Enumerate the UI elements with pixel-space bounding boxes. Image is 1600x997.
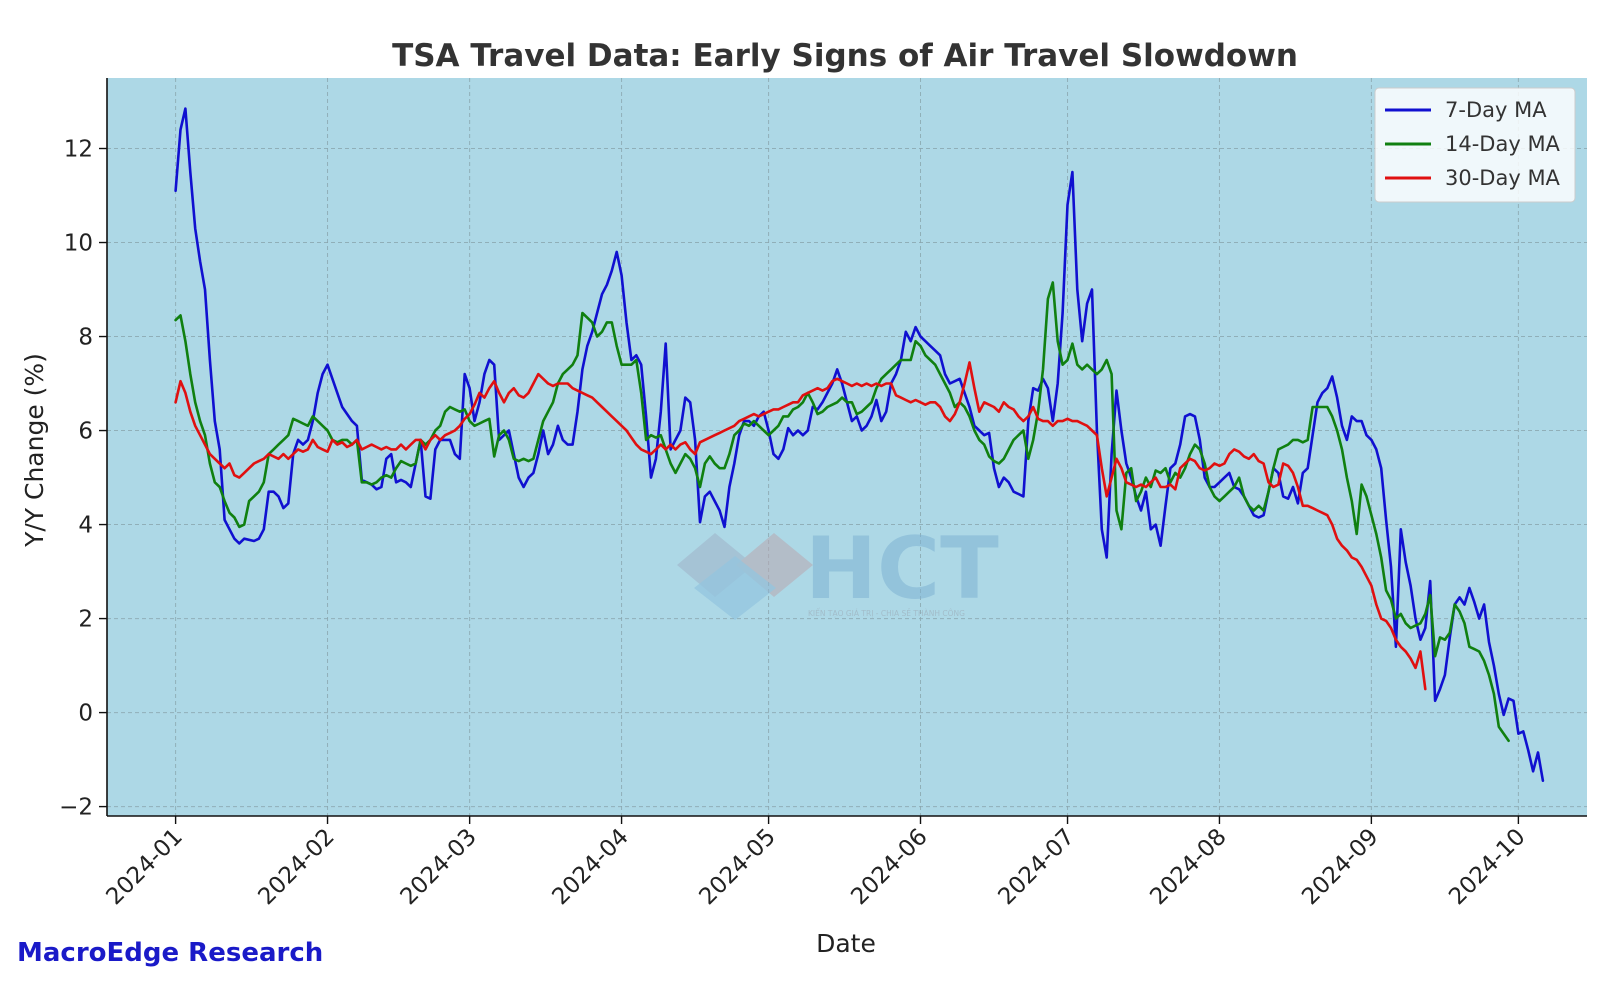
y-tick-label: −2 <box>59 795 93 821</box>
series-line-7-day-ma <box>174 107 1545 782</box>
x-tick-label: 2024-07 <box>993 824 1079 910</box>
x-tick-label: 2024-01 <box>102 824 188 910</box>
y-tick-label: 12 <box>64 137 93 163</box>
credit-text: MacroEdge Research <box>17 938 324 968</box>
x-tick-label: 2024-08 <box>1145 824 1231 910</box>
legend: 7-Day MA 14-Day MA 30-Day MA <box>1374 87 1576 203</box>
chart-title: TSA Travel Data: Early Signs of Air Trav… <box>392 38 1298 74</box>
y-tick-label: 4 <box>78 513 93 539</box>
y-tick-label: 10 <box>64 231 93 257</box>
watermark-diamond-left <box>677 533 754 597</box>
y-axis-label: Y/Y Change (%) <box>20 353 49 548</box>
x-tick-label: 2024-09 <box>1297 824 1383 910</box>
series-lines <box>174 107 1545 782</box>
watermark-diamond-right <box>736 533 813 597</box>
x-tick-label: 2024-10 <box>1444 824 1530 910</box>
y-tick-label: 6 <box>78 419 93 445</box>
legend-label-7-day-ma: 7-Day MA <box>1445 98 1547 122</box>
y-tick-label: 8 <box>78 325 93 351</box>
x-tick-label: 2024-02 <box>253 824 339 910</box>
x-tick-label: 2024-05 <box>694 824 780 910</box>
legend-label-14-day-ma: 14-Day MA <box>1445 132 1561 156</box>
series-line-14-day-ma <box>174 281 1510 743</box>
x-tick-label: 2024-03 <box>396 824 482 910</box>
legend-box <box>1374 87 1576 203</box>
x-axis-label: Date <box>816 929 876 958</box>
x-tick-label: 2024-04 <box>547 824 633 910</box>
series-line-30-day-ma <box>174 361 1427 691</box>
watermark-logo: HCT KIẾN TẠO GIÁ TRỊ - CHIA SẺ THÀNH CÔN… <box>677 519 999 620</box>
watermark-diamond-bottom <box>694 556 776 620</box>
x-axis-ticks: 2024-01 2024-02 2024-03 2024-04 2024-05 2024-… <box>102 816 1531 910</box>
y-tick-label: 0 <box>78 701 93 727</box>
watermark-tagline: KIẾN TẠO GIÁ TRỊ - CHIA SẺ THÀNH CÔNG <box>808 608 965 618</box>
x-tick-label: 2024-06 <box>846 824 932 910</box>
watermark-logo-text: HCT <box>805 519 999 619</box>
y-axis-ticks: 12 10 8 6 4 2 0 −2 <box>59 137 107 821</box>
axes <box>106 78 1587 817</box>
legend-label-30-day-ma: 30-Day MA <box>1445 166 1561 190</box>
y-tick-label: 2 <box>78 607 93 633</box>
